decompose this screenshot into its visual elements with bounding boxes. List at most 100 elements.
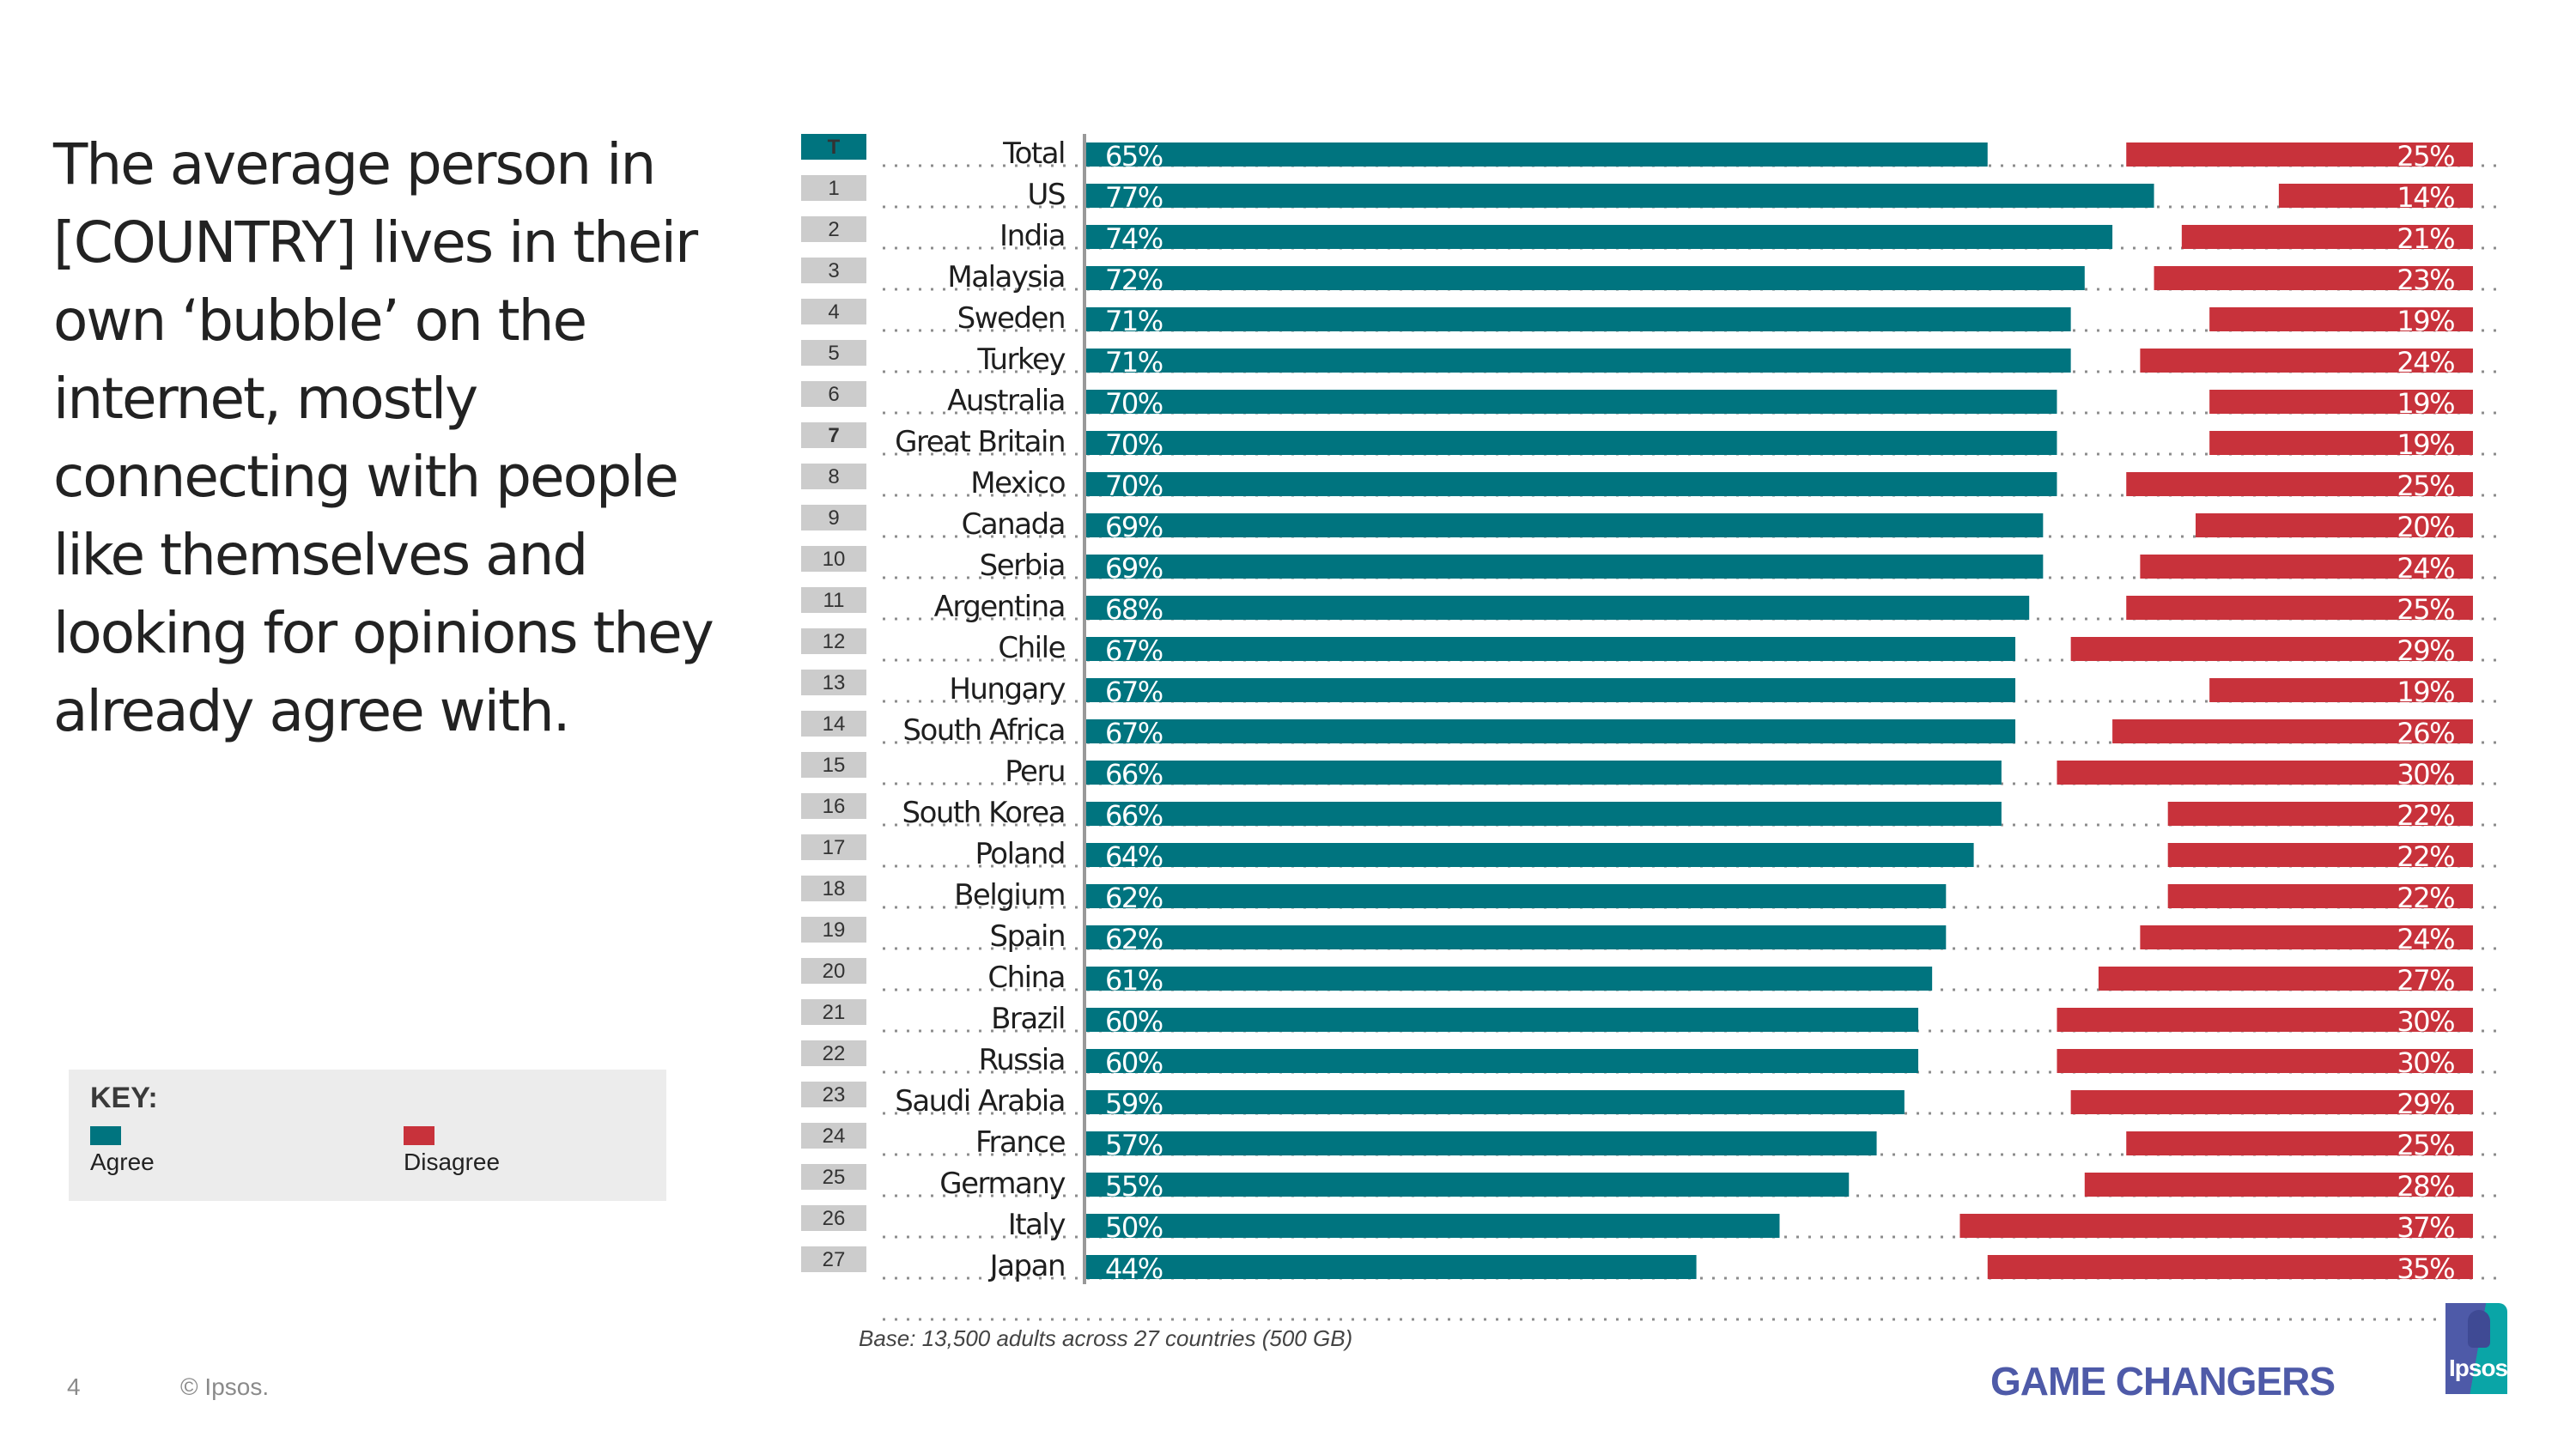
disagree-bar	[2057, 1008, 2473, 1032]
agree-value-label: 70%	[1105, 387, 1163, 420]
rank-box	[801, 917, 866, 943]
agree-value-label: 57%	[1105, 1129, 1163, 1161]
agree-bar	[1086, 843, 1974, 867]
disagree-bar	[2154, 266, 2473, 290]
game-changers-brand: GAME CHANGERS	[1990, 1359, 2336, 1404]
legend-label-agree: Agree	[90, 1149, 155, 1175]
disagree-value-label: 27%	[2397, 964, 2454, 997]
country-label: Saudi Arabia	[895, 1084, 1065, 1119]
agree-bar	[1086, 472, 2057, 496]
country-label: China	[987, 961, 1065, 995]
rank-box	[801, 299, 866, 324]
rank-box	[801, 587, 866, 613]
rank-label: 20	[823, 960, 846, 983]
country-label: Spain	[990, 919, 1066, 954]
country-label: Serbia	[980, 549, 1065, 583]
disagree-value-label: 19%	[2397, 676, 2454, 708]
agree-bar	[1086, 142, 1988, 167]
rank-label: T	[828, 136, 841, 159]
disagree-value-label: 35%	[2397, 1252, 2454, 1285]
country-label: Belgium	[954, 878, 1065, 912]
agree-bar	[1086, 637, 2016, 661]
disagree-value-label: 21%	[2397, 222, 2454, 255]
disagree-value-label: 37%	[2397, 1211, 2454, 1244]
rank-box	[801, 422, 866, 448]
country-label: Poland	[975, 837, 1065, 871]
rank-box	[801, 1205, 866, 1231]
agree-value-label: 50%	[1105, 1211, 1163, 1244]
disagree-value-label: 25%	[2397, 1129, 2454, 1161]
ipsos-logo: Ipsos	[2445, 1303, 2508, 1394]
agree-value-label: 67%	[1105, 634, 1163, 667]
country-label: Mexico	[970, 466, 1065, 500]
agree-bar	[1086, 1214, 1780, 1238]
agree-value-label: 74%	[1105, 222, 1163, 255]
rank-label: 4	[828, 300, 839, 324]
disagree-bar	[2070, 1090, 2473, 1114]
disagree-value-label: 29%	[2397, 634, 2454, 667]
slide-title: The average person in [COUNTRY] lives in…	[53, 131, 714, 744]
agree-bar	[1086, 184, 2154, 208]
disagree-value-label: 25%	[2397, 593, 2454, 626]
rank-box	[801, 505, 866, 530]
disagree-value-label: 25%	[2397, 140, 2454, 173]
country-label: South Korea	[902, 796, 1065, 830]
rank-box	[801, 258, 866, 283]
legend-swatch-agree	[90, 1126, 121, 1145]
rank-box	[801, 1246, 866, 1272]
disagree-value-label: 28%	[2397, 1170, 2454, 1203]
rank-label: 25	[823, 1166, 846, 1189]
agree-value-label: 71%	[1105, 305, 1163, 337]
disagree-value-label: 30%	[2397, 1046, 2454, 1079]
country-label: Brazil	[991, 1002, 1065, 1036]
rank-label: 8	[828, 465, 839, 488]
agree-bar	[1086, 719, 2016, 743]
country-label: Great Britain	[895, 425, 1065, 459]
country-label: Total	[1002, 136, 1065, 171]
disagree-bar	[2209, 390, 2473, 414]
disagree-value-label: 26%	[2397, 717, 2454, 749]
rank-box	[801, 670, 866, 695]
country-label: Russia	[979, 1043, 1065, 1077]
agree-bar	[1086, 761, 2002, 785]
disagree-value-label: 24%	[2397, 346, 2454, 379]
disagree-bar	[2140, 349, 2473, 373]
country-label: Canada	[962, 507, 1065, 542]
rank-box	[801, 216, 866, 242]
disagree-bar	[1959, 1214, 2473, 1238]
agree-bar	[1086, 1173, 1850, 1197]
agree-value-label: 72%	[1105, 264, 1163, 296]
agree-value-label: 62%	[1105, 923, 1163, 955]
agree-bar	[1086, 1049, 1918, 1073]
agree-value-label: 66%	[1105, 758, 1163, 791]
agree-bar	[1086, 596, 2030, 620]
country-label: Sweden	[957, 301, 1065, 336]
rank-box	[801, 752, 866, 778]
rank-label: 17	[823, 836, 846, 859]
rank-label: 22	[823, 1042, 846, 1065]
rank-label: 5	[828, 342, 839, 365]
agree-bar	[1086, 307, 2071, 331]
rank-label: 21	[823, 1001, 846, 1024]
disagree-value-label: 23%	[2397, 264, 2454, 296]
disagree-value-label: 22%	[2397, 799, 2454, 832]
rank-box	[801, 834, 866, 860]
disagree-value-label: 29%	[2397, 1088, 2454, 1120]
rank-label: 7	[828, 424, 839, 447]
rank-label: 3	[828, 259, 839, 282]
disagree-bar	[2167, 802, 2473, 826]
disagree-bar	[2098, 967, 2473, 991]
disagree-bar	[2126, 142, 2473, 167]
agree-bar	[1086, 925, 1947, 949]
agree-value-label: 67%	[1105, 676, 1163, 708]
rank-label: 12	[823, 630, 846, 653]
disagree-value-label: 20%	[2397, 511, 2454, 543]
rank-box	[801, 175, 866, 201]
country-label: Australia	[947, 384, 1065, 418]
rank-label: 26	[823, 1207, 846, 1230]
disagree-bar	[2140, 925, 2473, 949]
disagree-bar	[2070, 637, 2473, 661]
agree-bar	[1086, 555, 2044, 579]
agree-value-label: 77%	[1105, 181, 1163, 214]
